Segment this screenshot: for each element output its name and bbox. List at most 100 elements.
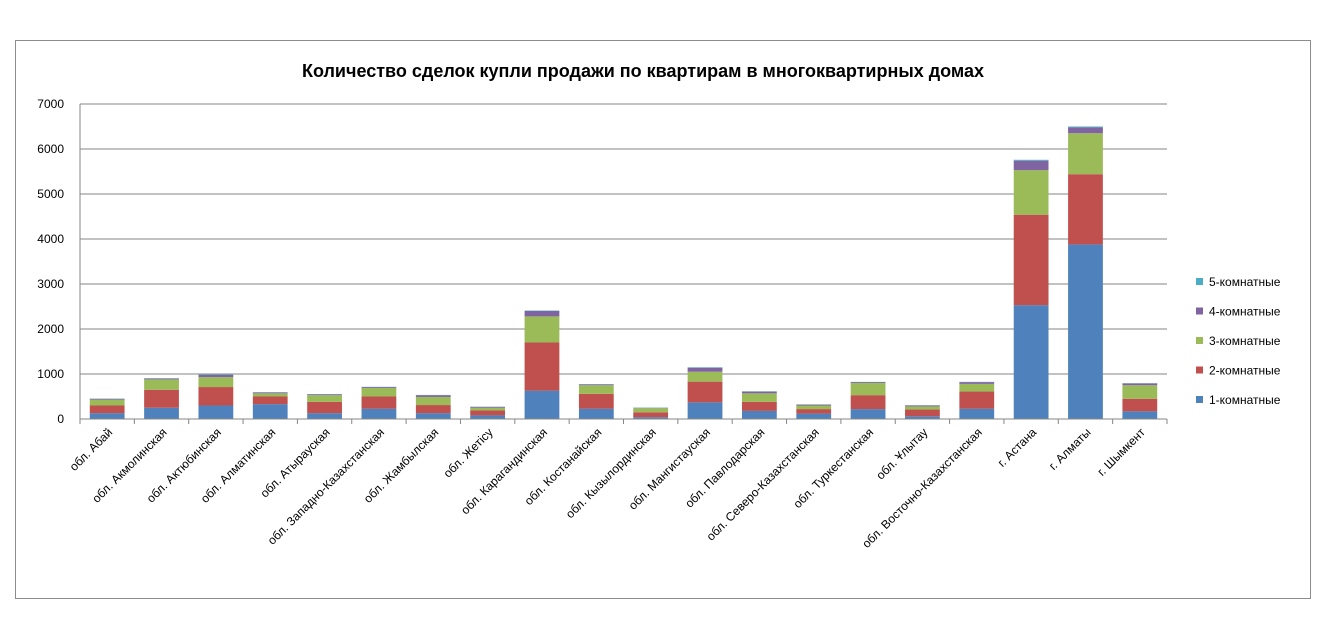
bar-segment bbox=[687, 381, 723, 403]
bar-segment bbox=[252, 392, 288, 394]
legend-swatch bbox=[1196, 307, 1203, 315]
legend-label: 5-комнатные bbox=[1209, 275, 1281, 289]
bar-segment bbox=[578, 384, 614, 386]
bar-segment bbox=[307, 395, 342, 402]
bar-segment bbox=[89, 405, 125, 414]
bar-segment bbox=[89, 399, 125, 406]
bar-segment bbox=[796, 404, 832, 406]
bar-segment bbox=[1068, 133, 1103, 175]
bar-segment bbox=[850, 409, 886, 419]
y-axis-tick-labels: 0 1000 2000 3000 4000 5000 6000 7000 bbox=[37, 97, 64, 426]
bar-segment bbox=[415, 395, 451, 397]
bar-segment bbox=[633, 412, 669, 418]
bar-segment bbox=[470, 415, 506, 419]
bar-segment bbox=[198, 405, 234, 419]
y-tick-label: 7000 bbox=[37, 97, 64, 111]
y-tick-label: 0 bbox=[57, 412, 64, 426]
bar-segment bbox=[144, 378, 179, 380]
legend-swatch bbox=[1196, 337, 1203, 344]
bar-segment bbox=[198, 377, 234, 388]
x-tick-label: обл. Ұлытау bbox=[873, 425, 930, 482]
x-tick-label: г. Алматы bbox=[1046, 425, 1094, 473]
bar-segment bbox=[1013, 160, 1049, 171]
bar-segment bbox=[524, 342, 560, 391]
bar-segment bbox=[796, 409, 832, 414]
bar-segment bbox=[959, 408, 995, 419]
bar-segment bbox=[1013, 170, 1049, 215]
bar-segment bbox=[741, 401, 777, 411]
bar-segment bbox=[796, 405, 832, 410]
bar-segment bbox=[252, 396, 288, 405]
bars bbox=[89, 126, 1158, 419]
x-tick-label: обл. Северо-Казахстанская bbox=[704, 425, 822, 543]
y-tick-label: 5000 bbox=[37, 187, 64, 201]
bar-segment bbox=[1068, 174, 1103, 245]
axes bbox=[79, 104, 1168, 424]
bar-segment bbox=[959, 383, 995, 392]
bar-segment bbox=[1068, 244, 1103, 419]
y-tick-label: 2000 bbox=[37, 322, 64, 336]
bar-segment bbox=[361, 396, 397, 409]
bar-segment bbox=[307, 394, 342, 396]
legend: 5-комнатные 4-комнатные 3-комнатные 2-комна… bbox=[1196, 275, 1281, 407]
bar-segment bbox=[633, 417, 669, 419]
bar-segment bbox=[1122, 383, 1158, 386]
bar-segment bbox=[741, 391, 777, 394]
bar-segment bbox=[850, 383, 886, 396]
bar-segment bbox=[524, 316, 560, 343]
bar-segment bbox=[361, 408, 397, 419]
bar-segment bbox=[415, 413, 451, 419]
bar-segment bbox=[524, 311, 560, 317]
bar-segment bbox=[687, 367, 723, 372]
y-tick-label: 4000 bbox=[37, 232, 64, 246]
bar-segment bbox=[89, 398, 125, 400]
bar-segment bbox=[578, 408, 614, 419]
bar-segment bbox=[741, 393, 777, 402]
gridlines bbox=[80, 103, 1167, 375]
x-tick-label: обл. Абай bbox=[67, 425, 116, 474]
bar-segment bbox=[1013, 159, 1049, 161]
bar-segment bbox=[470, 407, 506, 411]
legend-label: 3-комнатные bbox=[1209, 334, 1281, 348]
bar-segment bbox=[850, 395, 886, 410]
bar-segment bbox=[578, 393, 614, 409]
bar-segment bbox=[959, 382, 995, 384]
bar-segment bbox=[198, 387, 234, 406]
bar-segment bbox=[524, 390, 560, 419]
bar-segment bbox=[361, 387, 397, 388]
chart-title: Количество сделок купли продажи по кварт… bbox=[302, 61, 984, 81]
y-tick-label: 6000 bbox=[37, 142, 64, 156]
x-tick-label: обл. Жетісу bbox=[441, 425, 496, 480]
bar-segment bbox=[361, 387, 397, 397]
legend-swatch bbox=[1196, 278, 1203, 285]
bar-segment bbox=[633, 408, 669, 413]
bar-segment bbox=[252, 404, 288, 419]
legend-label: 2-комнатные bbox=[1209, 364, 1281, 378]
bar-segment bbox=[144, 407, 179, 419]
bar-segment bbox=[578, 385, 614, 394]
bar-segment bbox=[89, 413, 125, 419]
legend-swatch bbox=[1196, 396, 1203, 403]
bar-segment bbox=[687, 402, 723, 419]
bar-segment bbox=[905, 406, 940, 410]
bar-segment bbox=[144, 389, 179, 408]
bar-segment bbox=[415, 396, 451, 406]
bar-segment bbox=[198, 374, 234, 378]
bar-segment bbox=[307, 413, 342, 419]
bar-segment bbox=[905, 409, 940, 417]
y-tick-label: 1000 bbox=[37, 367, 64, 381]
bar-segment bbox=[796, 413, 832, 419]
x-tick-label: г. Астана bbox=[995, 425, 1040, 470]
bar-segment bbox=[1122, 385, 1158, 399]
x-tick-label: обл. Кызылординская bbox=[563, 425, 659, 521]
y-tick-label: 3000 bbox=[37, 277, 64, 291]
x-tick-label: г. Шымкент bbox=[1094, 425, 1148, 479]
bar-segment bbox=[687, 371, 723, 382]
bar-segment bbox=[959, 391, 995, 409]
x-tick-label: обл. Западно-Казахстанская bbox=[265, 425, 387, 547]
bar-segment bbox=[307, 401, 342, 414]
bar-segment bbox=[905, 416, 940, 419]
bar-segment bbox=[905, 405, 940, 407]
